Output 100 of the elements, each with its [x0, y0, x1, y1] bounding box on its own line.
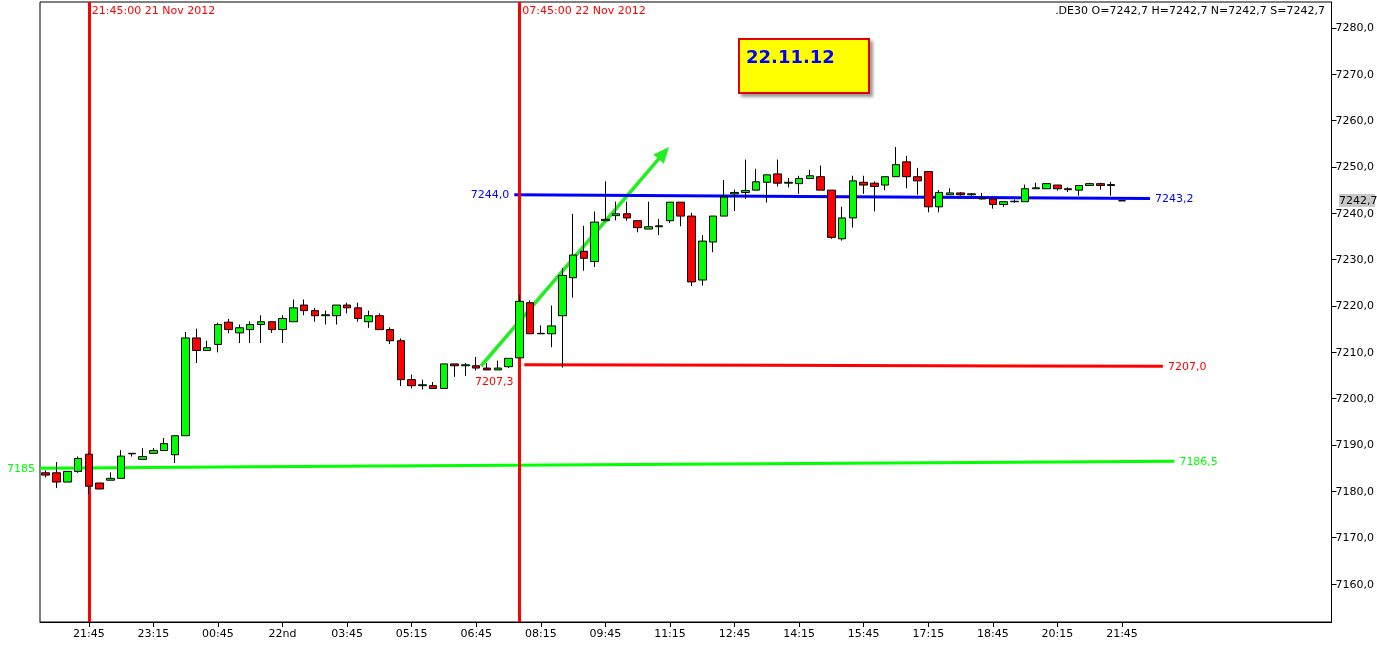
annotation: 22.11.12	[746, 46, 835, 67]
x-tick-label: 18:45	[977, 627, 1009, 640]
candlestick	[1085, 182, 1094, 186]
candlestick	[655, 218, 663, 236]
candlestick	[181, 331, 190, 437]
candlestick	[623, 201, 631, 222]
candlestick	[773, 159, 782, 187]
candlestick	[214, 322, 222, 353]
candlestick	[676, 201, 685, 227]
text: 7242,7	[1339, 193, 1377, 207]
candlestick	[321, 310, 330, 326]
x-tick-label: 03:45	[331, 627, 363, 640]
candlestick	[967, 192, 976, 197]
candlestick	[160, 437, 168, 452]
candlestick	[52, 461, 61, 489]
candlestick	[881, 176, 889, 191]
candlestick	[698, 234, 707, 287]
data-label: 7243,2	[1154, 191, 1194, 205]
ref-line-label: 21:45:00 21 Nov 2012	[91, 4, 216, 17]
candlestick	[924, 171, 933, 213]
candlestick	[687, 212, 696, 287]
candlestick	[558, 267, 567, 369]
candlestick	[752, 168, 760, 191]
x-tick-label: 21:45	[72, 627, 105, 640]
candlestick	[590, 210, 599, 268]
candlestick	[1107, 181, 1115, 197]
y-tick-label: 7170,0	[1335, 531, 1375, 545]
candlestick	[870, 180, 879, 212]
y-tick-label: 7180,0	[1335, 484, 1375, 498]
candlestick	[429, 381, 437, 389]
candlestick	[537, 324, 545, 335]
candlestick	[300, 298, 308, 316]
candlestick	[946, 187, 954, 196]
candlestick	[450, 363, 459, 378]
candlestick	[720, 179, 728, 217]
candlestick	[397, 337, 405, 387]
candlestick	[1096, 182, 1105, 191]
y-tick-label: 7270,0	[1335, 67, 1375, 81]
x-tick-label: 06:45	[460, 627, 493, 640]
x-tick-label: 14:15	[783, 627, 815, 640]
candlestick	[644, 201, 653, 230]
candlestick	[526, 299, 534, 335]
candlestick	[483, 362, 491, 371]
candlestick	[999, 201, 1008, 208]
candlestick	[504, 357, 513, 369]
candlestick	[795, 175, 803, 195]
y-tick-label: 7230,0	[1335, 253, 1375, 267]
candlestick	[816, 165, 825, 191]
candlestick	[461, 362, 470, 377]
candlestick	[257, 314, 265, 344]
candlestick	[580, 225, 588, 272]
candlestick	[224, 318, 233, 334]
candlestick	[709, 215, 717, 253]
x-tick-label: 17:15	[912, 627, 945, 640]
candlestick	[515, 293, 524, 359]
x-tick-label: 00:45	[202, 627, 234, 640]
candlestick	[935, 189, 943, 213]
candlestick	[278, 314, 287, 344]
candlestick	[95, 482, 104, 490]
candlestick	[386, 326, 394, 345]
candlestick	[902, 155, 911, 189]
candlestick	[149, 447, 158, 454]
candlestick	[956, 191, 965, 197]
candlestick	[494, 360, 502, 371]
y-tick-label: 7210,0	[1335, 345, 1375, 359]
candlestick	[612, 201, 620, 221]
candlestick	[332, 304, 341, 326]
candlestick	[838, 206, 846, 242]
x-tick-label: 08:15	[524, 627, 557, 640]
candlestick	[354, 302, 362, 323]
candlestick	[440, 363, 448, 390]
candlestick	[978, 192, 986, 200]
candlestick	[138, 447, 147, 460]
candlestick	[763, 174, 771, 204]
candlestick	[311, 307, 319, 323]
y-tick-label: 7250,0	[1335, 160, 1375, 174]
x-tick-label: 21:45	[1106, 627, 1138, 640]
candlestick	[601, 180, 610, 222]
candlestick	[892, 146, 900, 178]
candlestick	[547, 305, 556, 348]
data-label: 7207,3	[475, 374, 514, 388]
candlestick	[203, 340, 211, 351]
candlestick	[106, 471, 115, 481]
candlestick	[633, 220, 642, 233]
x-tick-label: 12:45	[718, 627, 751, 640]
candlestick	[1032, 182, 1040, 190]
data-label: 7244,0	[470, 188, 510, 202]
candlestick	[235, 324, 244, 344]
x-tick-label: 09:45	[589, 627, 622, 640]
candlestick	[268, 321, 276, 334]
data-label: 7207,0	[1167, 359, 1207, 373]
y-tick-label: 7190,0	[1335, 438, 1375, 452]
candlestick	[171, 435, 179, 464]
candlestick	[1042, 183, 1051, 190]
candlestick	[375, 312, 384, 331]
candlestick	[989, 198, 997, 210]
candlestick	[1075, 185, 1083, 197]
candlestick	[472, 356, 480, 371]
ref-line-label: 07:45:00 22 Nov 2012	[522, 4, 646, 17]
y-tick-label: 7160,0	[1335, 577, 1375, 591]
